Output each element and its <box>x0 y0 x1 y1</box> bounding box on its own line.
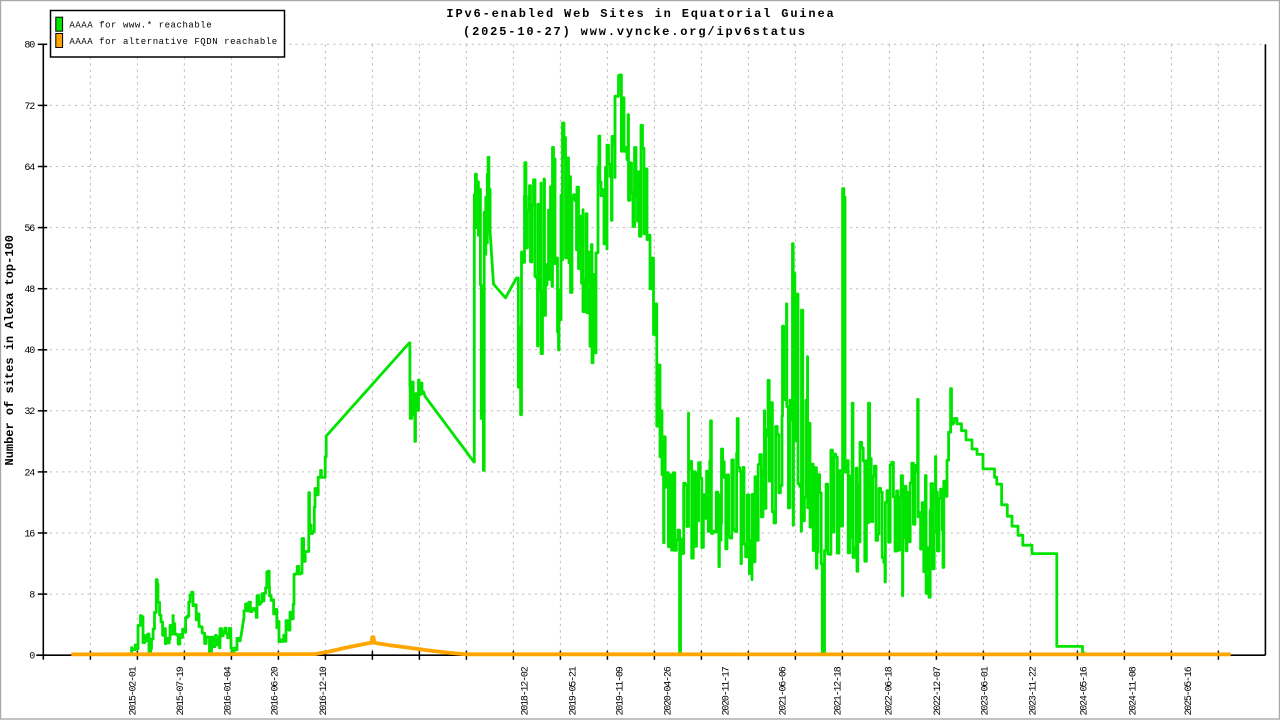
svg-text:2020-04-26: 2020-04-26 <box>664 666 675 715</box>
svg-text:56: 56 <box>24 224 35 235</box>
svg-text:0: 0 <box>29 652 35 663</box>
svg-text:72: 72 <box>24 102 35 113</box>
svg-text:2023-06-01: 2023-06-01 <box>980 666 991 715</box>
svg-text:48: 48 <box>24 285 35 296</box>
svg-text:2025-05-16: 2025-05-16 <box>1184 666 1195 715</box>
svg-text:IPv6-enabled Web Sites in Equa: IPv6-enabled Web Sites in Equatorial Gui… <box>446 7 835 21</box>
svg-text:2021-12-18: 2021-12-18 <box>833 666 844 715</box>
svg-text:2022-12-07: 2022-12-07 <box>933 666 944 715</box>
svg-text:2015-07-19: 2015-07-19 <box>176 666 187 715</box>
svg-text:2022-06-18: 2022-06-18 <box>885 666 896 715</box>
svg-text:2016-12-10: 2016-12-10 <box>319 666 330 715</box>
svg-text:40: 40 <box>24 346 35 357</box>
svg-text:2016-06-20: 2016-06-20 <box>271 666 282 715</box>
svg-text:2019-05-21: 2019-05-21 <box>568 666 579 715</box>
svg-text:2020-11-17: 2020-11-17 <box>722 666 733 715</box>
svg-text:2015-02-01: 2015-02-01 <box>129 666 140 715</box>
svg-text:Number of sites in Alexa top-1: Number of sites in Alexa top-100 <box>3 235 17 465</box>
svg-text:AAAA for www.* reachable: AAAA for www.* reachable <box>69 21 212 31</box>
svg-text:AAAA for alternative FQDN reac: AAAA for alternative FQDN reachable <box>69 37 277 47</box>
svg-text:2016-01-04: 2016-01-04 <box>223 666 234 715</box>
svg-text:8: 8 <box>29 591 35 602</box>
svg-text:(2025-10-27) www.vyncke.org/ip: (2025-10-27) www.vyncke.org/ipv6status <box>463 25 807 39</box>
svg-text:24: 24 <box>24 468 35 479</box>
svg-text:2021-06-06: 2021-06-06 <box>778 666 789 715</box>
svg-text:2024-11-08: 2024-11-08 <box>1128 666 1139 715</box>
svg-text:2018-12-02: 2018-12-02 <box>521 666 532 715</box>
svg-text:2024-05-16: 2024-05-16 <box>1080 666 1091 715</box>
svg-text:32: 32 <box>24 407 35 418</box>
svg-text:80: 80 <box>24 41 35 52</box>
svg-text:16: 16 <box>24 529 35 540</box>
svg-text:64: 64 <box>24 163 35 174</box>
svg-text:2023-11-22: 2023-11-22 <box>1028 666 1039 715</box>
svg-text:2019-11-09: 2019-11-09 <box>616 666 627 715</box>
